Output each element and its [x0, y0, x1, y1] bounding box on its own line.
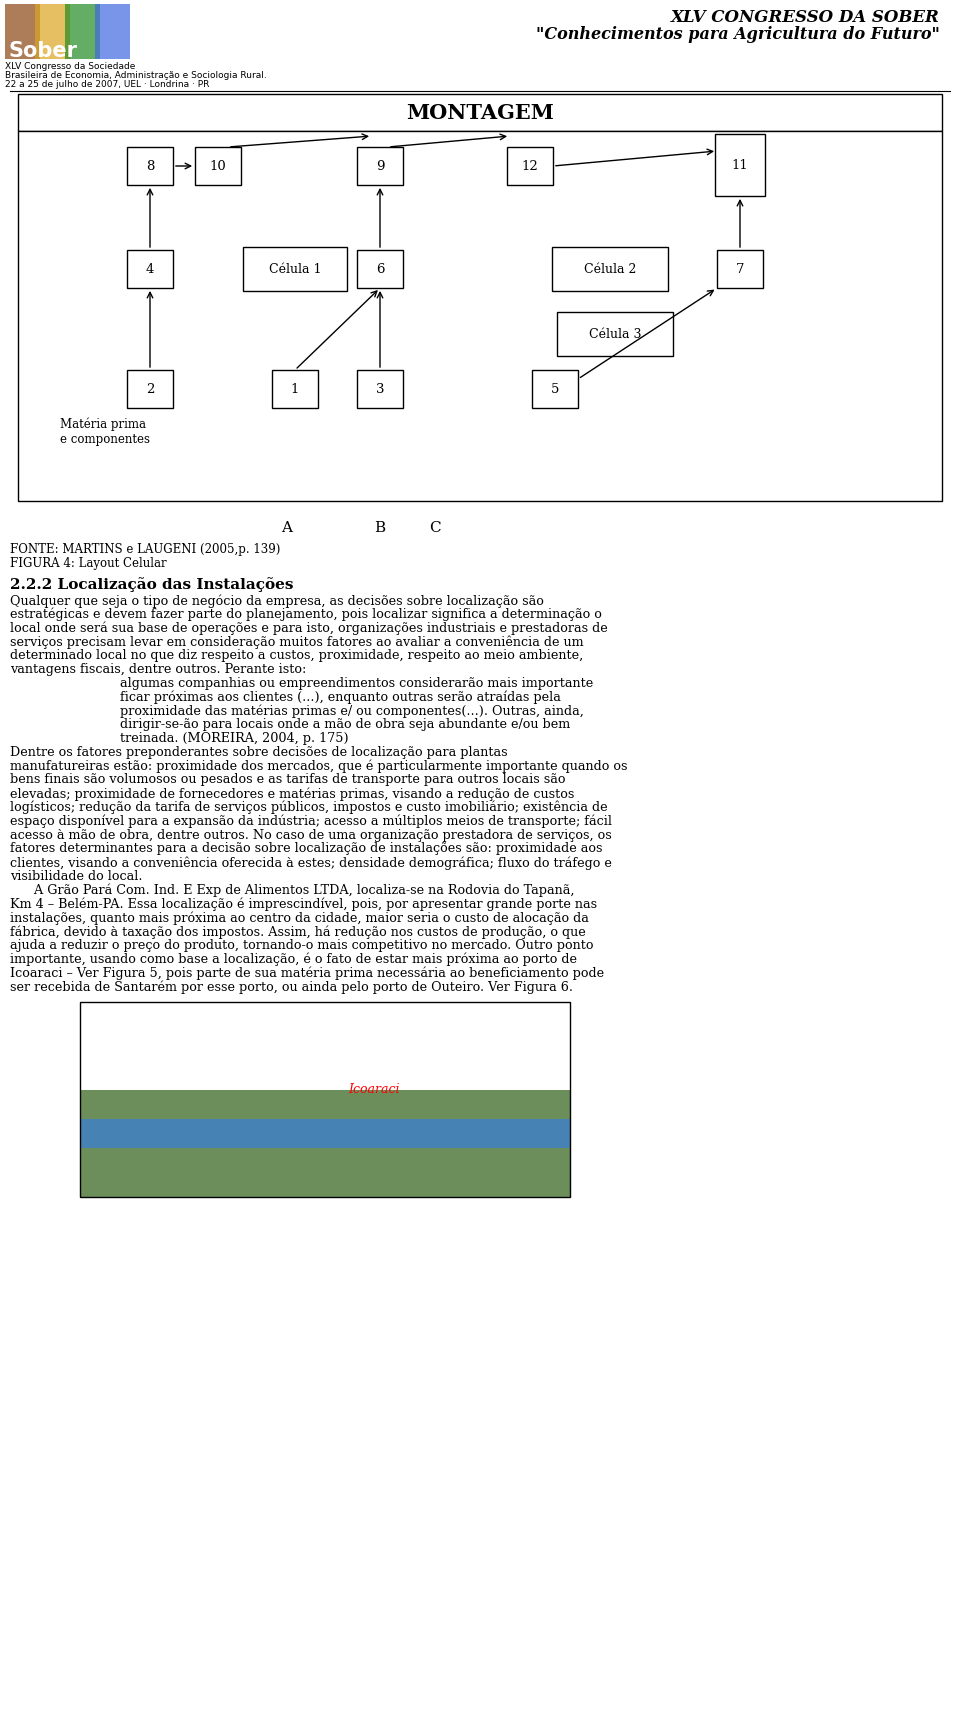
Bar: [95, 3, 130, 59]
Text: ser recebida de Santarém por esse porto, ou ainda pelo porto de Outeiro. Ver Fig: ser recebida de Santarém por esse porto,…: [10, 980, 573, 994]
Text: logísticos; redução da tarifa de serviços públicos, impostos e custo imobiliário: logísticos; redução da tarifa de serviço…: [10, 801, 608, 814]
Text: 6: 6: [375, 263, 384, 275]
Text: FIGURA 4: Layout Celular: FIGURA 4: Layout Celular: [10, 557, 167, 571]
Bar: [195, 147, 241, 185]
Bar: [243, 247, 347, 290]
Text: A: A: [281, 520, 293, 534]
Text: fatores determinantes para a decisão sobre localização de instalações são: proxi: fatores determinantes para a decisão sob…: [10, 842, 603, 856]
Text: B: B: [374, 520, 386, 534]
Bar: [80, 1089, 570, 1196]
Bar: [552, 247, 668, 290]
Bar: [127, 147, 173, 185]
Bar: [80, 1110, 570, 1196]
Bar: [65, 3, 100, 59]
Text: 22 a 25 de julho de 2007, UEL · Londrina · PR: 22 a 25 de julho de 2007, UEL · Londrina…: [5, 80, 209, 88]
Text: visibilidade do local.: visibilidade do local.: [10, 870, 142, 884]
Text: proximidade das matérias primas e/ ou componentes(...). Outras, ainda,: proximidade das matérias primas e/ ou co…: [120, 704, 584, 718]
Bar: [532, 370, 578, 408]
Text: Icoaraci: Icoaraci: [348, 1084, 399, 1096]
Text: serviços precisam levar em consideração muitos fatores ao avaliar a conveniência: serviços precisam levar em consideração …: [10, 635, 584, 648]
Bar: [127, 370, 173, 408]
Text: Célula 1: Célula 1: [269, 263, 322, 275]
Text: Célula 3: Célula 3: [588, 327, 641, 341]
Text: 5: 5: [551, 382, 559, 396]
Text: 10: 10: [209, 159, 227, 173]
Text: fábrica, devido à taxação dos impostos. Assim, há redução nos custos de produção: fábrica, devido à taxação dos impostos. …: [10, 925, 586, 939]
Bar: [272, 370, 318, 408]
Bar: [715, 135, 765, 195]
Text: manufatureiras estão: proximidade dos mercados, que é particularmente importante: manufatureiras estão: proximidade dos me…: [10, 759, 628, 773]
Text: FONTE: MARTINS e LAUGENI (2005,p. 139): FONTE: MARTINS e LAUGENI (2005,p. 139): [10, 543, 280, 557]
Text: clientes, visando a conveniência oferecida à estes; densidade demográfica; fluxo: clientes, visando a conveniência ofereci…: [10, 856, 612, 870]
Text: XLV CONGRESSO DA SOBER: XLV CONGRESSO DA SOBER: [671, 9, 940, 26]
Bar: [5, 3, 40, 59]
Text: A Grão Pará Com. Ind. E Exp de Alimentos LTDA, localiza-se na Rodovia do Tapanã,: A Grão Pará Com. Ind. E Exp de Alimentos…: [10, 884, 574, 897]
Text: 2.2.2 Localização das Instalações: 2.2.2 Localização das Instalações: [10, 577, 294, 591]
Text: espaço disponível para a expansão da indústria; acesso a múltiplos meios de tran: espaço disponível para a expansão da ind…: [10, 814, 612, 828]
Bar: [80, 1119, 570, 1148]
Text: 9: 9: [375, 159, 384, 173]
Text: acesso à mão de obra, dentre outros. No caso de uma organização prestadora de se: acesso à mão de obra, dentre outros. No …: [10, 828, 612, 842]
Bar: [507, 147, 553, 185]
Text: 7: 7: [735, 263, 744, 275]
Text: dirigir-se-ão para locais onde a mão de obra seja abundante e/ou bem: dirigir-se-ão para locais onde a mão de …: [120, 718, 570, 731]
Text: 1: 1: [291, 382, 300, 396]
Bar: [357, 147, 403, 185]
Text: 12: 12: [521, 159, 539, 173]
Bar: [35, 3, 70, 59]
Text: Qualquer que seja o tipo de negócio da empresa, as decisões sobre localização sã: Qualquer que seja o tipo de negócio da e…: [10, 595, 544, 607]
Text: Sober: Sober: [8, 41, 77, 61]
Text: elevadas; proximidade de fornecedores e matérias primas, visando a redução de cu: elevadas; proximidade de fornecedores e …: [10, 787, 574, 801]
Text: Brasileira de Economia, Administração e Sociologia Rural.: Brasileira de Economia, Administração e …: [5, 71, 267, 80]
Bar: [80, 1003, 570, 1196]
Text: MONTAGEM: MONTAGEM: [406, 102, 554, 123]
Text: 2: 2: [146, 382, 155, 396]
Text: algumas companhias ou empreendimentos considerarão mais importante: algumas companhias ou empreendimentos co…: [120, 676, 593, 690]
Text: 11: 11: [732, 159, 749, 171]
Text: local onde será sua base de operações e para isto, organizações industriais e pr: local onde será sua base de operações e …: [10, 622, 608, 635]
Text: vantagens fiscais, dentre outros. Perante isto:: vantagens fiscais, dentre outros. Perant…: [10, 662, 306, 676]
Text: 4: 4: [146, 263, 155, 275]
Text: instalações, quanto mais próxima ao centro da cidade, maior seria o custo de alo: instalações, quanto mais próxima ao cent…: [10, 911, 588, 925]
Text: Célula 2: Célula 2: [584, 263, 636, 275]
Text: XLV Congresso da Sociedade: XLV Congresso da Sociedade: [5, 62, 135, 71]
Text: Km 4 – Belém-PA. Essa localização é imprescindível, pois, por apresentar grande : Km 4 – Belém-PA. Essa localização é impr…: [10, 897, 597, 911]
Bar: [557, 311, 673, 356]
Text: Dentre os fatores preponderantes sobre decisões de localização para plantas: Dentre os fatores preponderantes sobre d…: [10, 745, 508, 759]
Text: Icoaraci – Ver Figura 5, pois parte de sua matéria prima necessária ao beneficia: Icoaraci – Ver Figura 5, pois parte de s…: [10, 967, 604, 980]
Text: 8: 8: [146, 159, 155, 173]
Bar: [357, 251, 403, 289]
Text: ajuda a reduzir o preço do produto, tornando-o mais competitivo no mercado. Outr: ajuda a reduzir o preço do produto, torn…: [10, 939, 593, 953]
Bar: [18, 93, 942, 131]
Text: importante, usando como base a localização, é o fato de estar mais próxima ao po: importante, usando como base a localizaç…: [10, 953, 577, 967]
Text: "Conhecimentos para Agricultura do Futuro": "Conhecimentos para Agricultura do Futur…: [536, 26, 940, 43]
Text: ficar próximas aos clientes (...), enquanto outras serão atraídas pela: ficar próximas aos clientes (...), enqua…: [120, 690, 561, 704]
Bar: [717, 251, 763, 289]
Text: bens finais são volumosos ou pesados e as tarifas de transporte para outros loca: bens finais são volumosos ou pesados e a…: [10, 773, 565, 787]
Text: 3: 3: [375, 382, 384, 396]
Text: determinado local no que diz respeito a custos, proximidade, respeito ao meio am: determinado local no que diz respeito a …: [10, 648, 584, 662]
Text: treinada. (MOREIRA, 2004, p. 175): treinada. (MOREIRA, 2004, p. 175): [120, 731, 348, 745]
Bar: [357, 370, 403, 408]
Text: C: C: [429, 520, 441, 534]
Bar: [127, 251, 173, 289]
Text: estratégicas e devem fazer parte do planejamento, pois localizar significa a det: estratégicas e devem fazer parte do plan…: [10, 609, 602, 621]
Text: Matéria prima
e componentes: Matéria prima e componentes: [60, 417, 150, 446]
Bar: [18, 131, 942, 501]
